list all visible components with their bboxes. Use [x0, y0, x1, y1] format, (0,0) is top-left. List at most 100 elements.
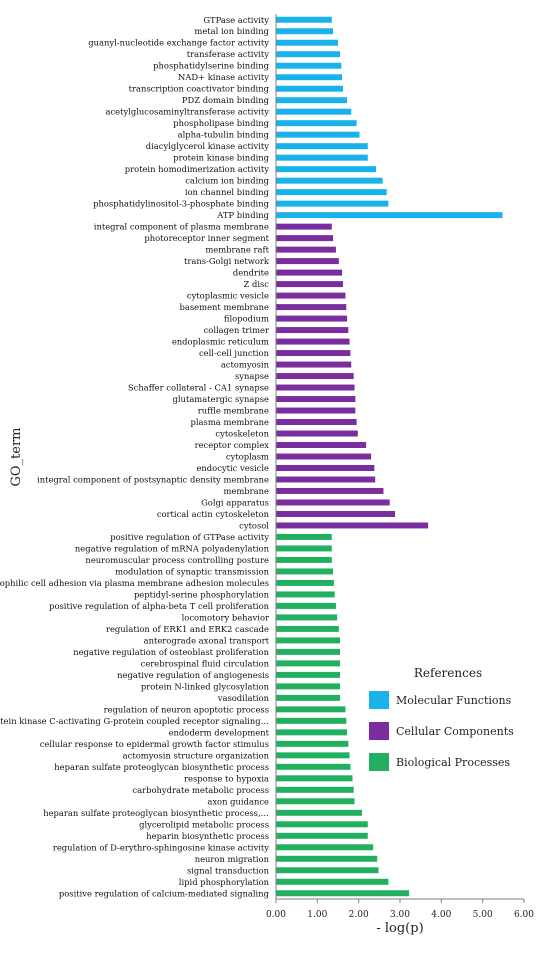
bar	[276, 625, 339, 632]
bar	[276, 120, 357, 127]
category-label: Golgi apparatus	[201, 497, 269, 507]
bar	[276, 407, 356, 414]
category-label: endoderm development	[169, 727, 270, 737]
category-label: heparan sulfate proteoglycan biosyntheti…	[43, 808, 269, 818]
category-label: cortical actin cytoskeleton	[157, 509, 270, 519]
category-label: neuromuscular process controlling postur…	[85, 555, 269, 565]
category-label: filopodium	[224, 314, 269, 324]
category-label: actomyosin	[221, 360, 270, 370]
x-tick-label: 4.00	[431, 910, 451, 920]
bar	[276, 269, 343, 276]
category-label: Z disc	[243, 279, 269, 289]
x-tick-label: 6.00	[514, 910, 534, 920]
bar	[276, 487, 384, 494]
category-label: glutamatergic synapse	[173, 394, 270, 404]
bar	[276, 258, 339, 265]
legend-swatch	[369, 691, 389, 709]
category-label: positive regulation of alpha-beta T cell…	[49, 601, 270, 611]
category-label: alpha-tubulin binding	[178, 130, 270, 140]
bar	[276, 568, 334, 575]
category-label: negative regulation of angiogenesis	[117, 670, 269, 680]
category-label: protein homodimerization activity	[125, 164, 270, 174]
bar	[276, 281, 343, 288]
category-label: dendrite	[233, 268, 269, 278]
legend-swatch	[369, 722, 389, 740]
bar	[276, 602, 336, 609]
bar	[276, 108, 352, 115]
bar	[276, 166, 377, 173]
category-label: negative regulation of mRNA polyadenylat…	[75, 543, 270, 553]
bar	[276, 752, 350, 759]
category-label: transcription coactivator binding	[129, 84, 270, 94]
bar	[276, 85, 343, 92]
bar	[276, 189, 387, 196]
category-label: neuron migration	[195, 854, 270, 864]
bar	[276, 177, 383, 184]
category-label: homophilic cell adhesion via plasma memb…	[0, 578, 269, 588]
category-label: metal ion binding	[194, 26, 269, 36]
x-tick-labels: 0.00 1.00 2.00 3.00 4.00 5.00 6.00	[266, 899, 534, 920]
y-axis-label: GO_term	[9, 427, 24, 486]
category-label: negative regulation of osteoblast prolif…	[73, 647, 269, 657]
bar	[276, 775, 353, 782]
category-label: peptidyl-serine phosphorylation	[134, 589, 270, 599]
category-label: synapse	[235, 371, 269, 381]
category-label: axon guidance	[207, 796, 269, 806]
bar	[276, 384, 355, 391]
bar	[276, 62, 342, 69]
category-label: cytoskeleton	[215, 429, 269, 439]
category-label: membrane raft	[205, 245, 269, 255]
x-tick-label: 0.00	[266, 910, 286, 920]
category-label: heparin biosynthetic process	[146, 831, 269, 841]
category-label: positive regulation of calcium-mediated …	[59, 888, 270, 898]
bar	[276, 327, 349, 334]
category-label: acetylglucosaminyltransferase activity	[105, 107, 269, 117]
category-label: vasodilation	[217, 693, 270, 703]
bar	[276, 510, 396, 517]
bar	[276, 855, 378, 862]
category-label: actomyosin structure organization	[123, 750, 270, 760]
bar	[276, 763, 351, 770]
bar	[276, 361, 352, 368]
bar	[276, 579, 334, 586]
bar	[276, 786, 354, 793]
bar	[276, 591, 335, 598]
bar	[276, 396, 356, 403]
category-label: phosphatidylinositol-3-phosphate binding	[93, 199, 270, 209]
category-label: receptor complex	[195, 440, 270, 450]
legend-entries: Molecular Functions Cellular Components Bi…	[369, 691, 514, 771]
bar	[276, 890, 410, 897]
bar	[276, 522, 429, 529]
category-label: locomotory behavior	[182, 612, 269, 622]
bar	[276, 143, 368, 150]
bar	[276, 740, 349, 747]
bars-layer	[276, 16, 503, 897]
category-label: membrane	[223, 486, 269, 496]
category-label: basement membrane	[180, 302, 270, 312]
category-label: carbohydrate metabolic process	[132, 785, 269, 795]
bar	[276, 637, 341, 644]
legend-label: Cellular Components	[396, 725, 514, 738]
category-label: ion channel binding	[185, 187, 270, 197]
x-tick-label: 1.00	[307, 910, 327, 920]
x-tick-label: 3.00	[390, 910, 410, 920]
bar	[276, 430, 358, 437]
bar	[276, 867, 379, 874]
bar	[276, 292, 346, 299]
bar	[276, 683, 341, 690]
category-label: cell-cell junction	[199, 348, 270, 358]
legend-title: References	[414, 666, 482, 680]
category-label: regulation of ERK1 and ERK2 cascade	[106, 624, 269, 634]
bar	[276, 74, 343, 81]
bar	[276, 131, 360, 138]
bar	[276, 419, 357, 426]
bar	[276, 556, 332, 563]
category-label: phospholipase binding	[173, 118, 269, 128]
bar	[276, 39, 338, 46]
category-label: photoreceptor inner segment	[144, 233, 269, 243]
bar	[276, 235, 334, 242]
bar	[276, 821, 368, 828]
bar	[276, 499, 390, 506]
bar	[276, 809, 362, 816]
category-label: NAD+ kinase activity	[178, 72, 269, 82]
